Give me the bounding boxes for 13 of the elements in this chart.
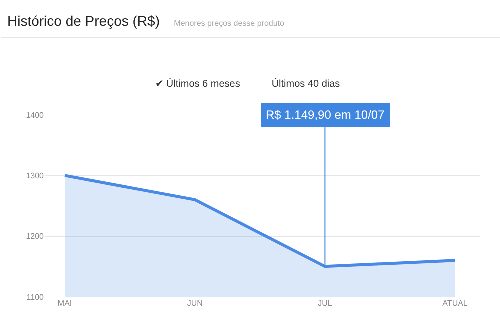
chart-title: Histórico de Preços (R$) xyxy=(8,12,160,29)
y-tick-label: 1300 xyxy=(26,171,45,180)
y-tick-label: 1100 xyxy=(26,292,45,302)
annotation: R$ 1.149,90 em 10/07 xyxy=(266,108,386,122)
y-tick-label: 1200 xyxy=(26,232,45,242)
x-tick-label: MAI xyxy=(58,299,72,308)
text: Últimos 40 dias xyxy=(272,78,340,90)
x-tick-label: JUN xyxy=(187,299,204,308)
x-tick-label: ATUAL xyxy=(442,299,468,308)
y-tick-label: 1400 xyxy=(26,110,45,120)
chart-subtitle: Menores preços desse produto xyxy=(174,18,286,28)
text: ✔ Últimos 6 meses xyxy=(156,78,240,90)
x-tick-label: JUL xyxy=(318,299,333,308)
